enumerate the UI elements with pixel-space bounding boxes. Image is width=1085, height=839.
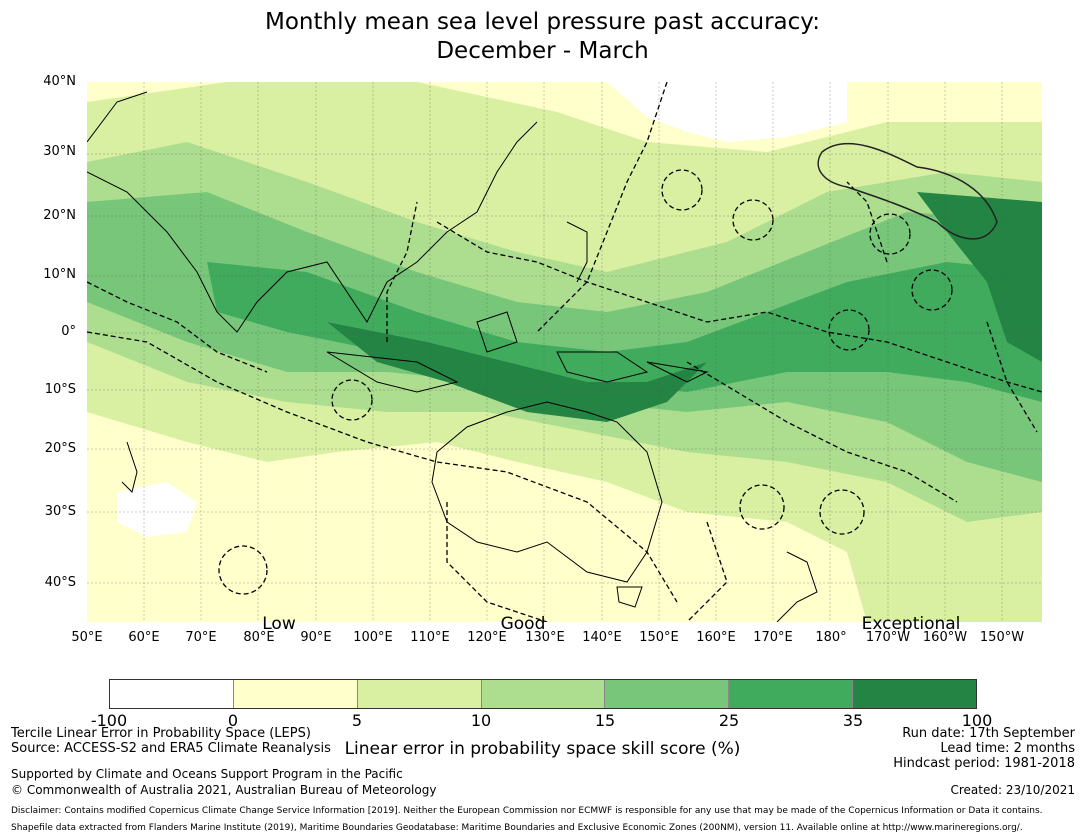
lon-label: 70°E (185, 630, 217, 645)
colorbar-tick: 25 (718, 711, 740, 730)
colorbar-segment (233, 680, 358, 708)
lon-label: 80°E (243, 630, 275, 645)
map-canvas (87, 82, 1042, 622)
colorbar-label: Linear error in probability space skill … (344, 739, 741, 759)
colorbar-tick: 10 (470, 711, 492, 730)
graticule (87, 82, 1042, 622)
skill-zone-35-100 (917, 192, 1042, 362)
source-text: Source: ACCESS-S2 and ERA5 Climate Reana… (11, 741, 331, 756)
colorbar-tick: 0 (227, 711, 239, 730)
lon-label: 170°E (753, 630, 793, 645)
lon-label: 150°W (979, 630, 1025, 645)
lat-label: 20°S (44, 441, 76, 456)
colorbar-segment (605, 680, 730, 708)
map-title: Monthly mean sea level pressure past acc… (0, 8, 1085, 66)
lat-label: 30°N (43, 144, 76, 159)
lon-label: 120°E (467, 630, 507, 645)
lat-label: 30°S (44, 504, 76, 519)
colorbar-segment (853, 680, 977, 708)
colorbar-tick: 100 (961, 711, 993, 730)
created-date: Created: 23/10/2021 (950, 783, 1075, 797)
disclaimer-text: Disclaimer: Contains modified Copernicus… (11, 806, 1043, 816)
lat-label: 40°S (44, 575, 76, 590)
category-good: Good (500, 614, 546, 634)
lead-time: Lead time: 2 months (940, 741, 1075, 756)
category-low: Low (262, 614, 296, 634)
lon-label: 100°E (353, 630, 393, 645)
lat-label: 0° (61, 324, 76, 339)
colorbar (109, 679, 977, 709)
lon-label: 170°W (865, 630, 911, 645)
title-line-2: December - March (436, 38, 649, 64)
lon-label: 160°E (696, 630, 736, 645)
category-exceptional: Exceptional (861, 614, 961, 634)
skill-zone-25-35 (207, 262, 1042, 402)
shapefile-credit: Shapefile data extracted from Flanders M… (11, 823, 1023, 833)
colorbar-segment (110, 680, 234, 708)
colorbar-segment (481, 680, 606, 708)
lon-label: 130°E (525, 630, 565, 645)
hawaii-eez-outline (817, 142, 998, 240)
lon-label: 140°E (582, 630, 622, 645)
copyright-text: © Commonwealth of Australia 2021, Austra… (11, 783, 437, 797)
colorbar-segment (357, 680, 482, 708)
lat-label: 10°N (43, 267, 76, 282)
run-date: Run date: 17th September (902, 726, 1075, 741)
lon-label: 150°E (639, 630, 679, 645)
lon-label: 180° (815, 630, 847, 645)
title-line-1: Monthly mean sea level pressure past acc… (265, 9, 820, 35)
lat-label: 10°S (44, 382, 76, 397)
skill-zone-35-100 (327, 322, 707, 422)
lat-label: 20°N (43, 208, 76, 223)
colorbar-segment (729, 680, 854, 708)
supported-text: Supported by Climate and Oceans Support … (11, 767, 403, 781)
lon-label: 50°E (71, 630, 103, 645)
low-skill-region (607, 82, 847, 142)
lon-label: 160°W (922, 630, 968, 645)
hindcast-period: Hindcast period: 1981-2018 (893, 756, 1075, 771)
eez-boundaries (87, 82, 1042, 622)
low-skill-region (117, 482, 197, 537)
colorbar-tick: 5 (351, 711, 363, 730)
skill-zone-15-25 (87, 192, 1042, 482)
colorbar-tick: 35 (842, 711, 864, 730)
lon-label: 90°E (300, 630, 332, 645)
skill-score-map (87, 82, 1042, 622)
method-text: Tercile Linear Error in Probability Spac… (11, 726, 311, 741)
lat-label: 40°N (43, 74, 76, 89)
lon-label: 60°E (128, 630, 160, 645)
colorbar-tick: 15 (594, 711, 616, 730)
lon-label: 110°E (410, 630, 450, 645)
colorbar-tick: -100 (90, 711, 128, 730)
